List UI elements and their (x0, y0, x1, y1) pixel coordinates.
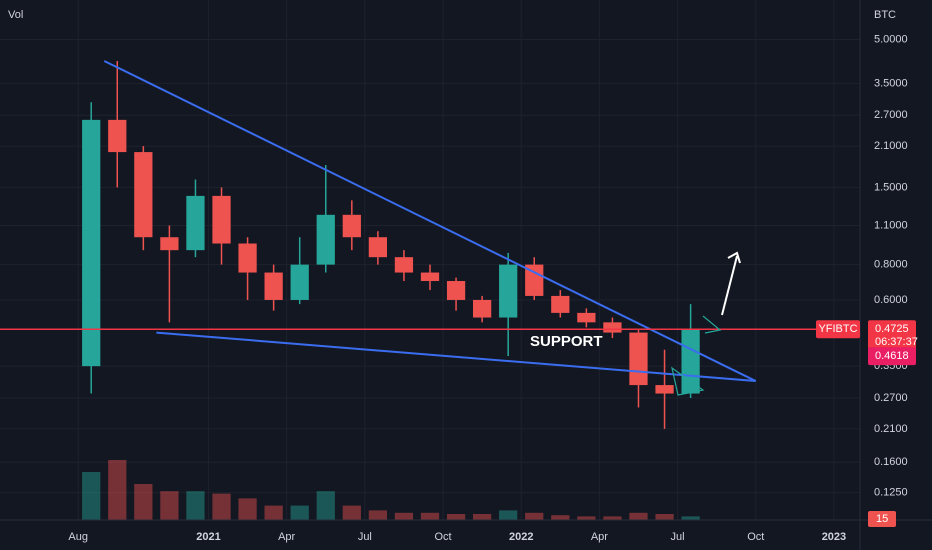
candle-body (134, 152, 153, 238)
volume-bar (629, 512, 648, 520)
y-tick-label: 0.8000 (874, 259, 908, 271)
volume-bar (446, 514, 466, 520)
y-tick-label: 0.2100 (874, 423, 908, 435)
candle-body (290, 264, 309, 300)
x-tick-label: 2021 (196, 531, 220, 543)
candle-body (368, 237, 387, 258)
volume-bar (316, 491, 335, 520)
x-tick-label: Oct (434, 531, 451, 543)
price-tag: 0.4618 (875, 350, 909, 362)
volume-bar (603, 516, 622, 520)
price-tag-bg (868, 347, 916, 366)
pattern (671, 315, 722, 396)
price-tag-bg (868, 320, 916, 351)
arrow-head (727, 251, 741, 264)
volume-bar (420, 512, 440, 520)
candle-body (655, 385, 674, 394)
volume-tag: 15 (876, 513, 888, 525)
symbol-tag: YFIBTC (818, 323, 857, 335)
countdown: 06:37:37 (875, 336, 918, 348)
price-tag: 0.4725 (875, 323, 909, 335)
volume-bar (238, 498, 257, 520)
y-tick-label: 3.5000 (874, 77, 908, 89)
volume-bar (655, 514, 674, 520)
volume-bar (499, 510, 518, 520)
candle-body (238, 243, 257, 273)
arrow (721, 255, 738, 316)
axis-unit: BTC (874, 9, 896, 21)
y-tick-label: 5.0000 (874, 33, 908, 45)
candle-body (394, 257, 414, 273)
y-tick-label: 1.5000 (874, 181, 908, 193)
volume-bar (160, 491, 179, 520)
candle-body (420, 272, 440, 282)
volume-bar (342, 505, 361, 520)
volume-bar (473, 514, 492, 520)
x-tick-label: 2023 (822, 531, 846, 543)
volume-bar (551, 515, 570, 520)
y-tick-label: 2.7000 (874, 109, 908, 121)
candle-body (108, 119, 127, 153)
volume-bar (368, 510, 387, 520)
x-tick-label: Jul (671, 531, 685, 543)
candle-body (629, 332, 648, 386)
y-tick-label: 0.2700 (874, 392, 908, 404)
volume-bar (290, 505, 309, 520)
candle-body (186, 195, 205, 251)
x-tick-label: Jul (358, 531, 372, 543)
candle-body (342, 214, 361, 238)
overlay-layer (0, 60, 860, 383)
x-tick-label: Apr (591, 531, 608, 543)
volume-bar (82, 472, 101, 520)
candle-body (551, 295, 570, 313)
candle-body (499, 264, 518, 318)
candle-body (525, 264, 544, 296)
x-tick-label: Apr (278, 531, 295, 543)
y-tick-label: 1.1000 (874, 219, 908, 231)
volume-bar (577, 516, 596, 520)
trendline (103, 60, 757, 382)
volume-layer (82, 460, 700, 520)
y-tick-label: 0.1600 (874, 456, 908, 468)
volume-tag-bg (868, 511, 896, 527)
candle-body (212, 195, 231, 244)
candle-body (603, 322, 622, 333)
volume-title: Vol (8, 9, 23, 21)
x-tick-label: Oct (747, 531, 764, 543)
candle-body (681, 329, 700, 394)
x-tick-label: Aug (68, 531, 88, 543)
volume-bar (134, 484, 153, 520)
volume-bar (394, 512, 414, 520)
symbol-tag-bg (816, 320, 860, 339)
candle-body (446, 281, 466, 300)
candle-body (473, 299, 492, 318)
volume-bar (212, 493, 231, 520)
volume-bar (525, 512, 544, 520)
candle-body (82, 119, 101, 367)
x-tick-label: 2022 (509, 531, 533, 543)
volume-bar (186, 491, 205, 520)
annotation: SUPPORT (530, 333, 603, 350)
y-tick-label: 0.6000 (874, 294, 908, 306)
candle-body (577, 312, 596, 323)
volume-bar (108, 460, 127, 520)
candle-body (264, 272, 283, 300)
candle-layer (82, 60, 700, 429)
candle-body (316, 214, 335, 265)
volume-bar (264, 505, 283, 520)
candle-body (160, 237, 179, 251)
volume-bar (681, 516, 700, 520)
y-tick-label: 0.1250 (874, 487, 908, 499)
trendline (156, 331, 756, 383)
y-tick-label: 2.1000 (874, 140, 908, 152)
